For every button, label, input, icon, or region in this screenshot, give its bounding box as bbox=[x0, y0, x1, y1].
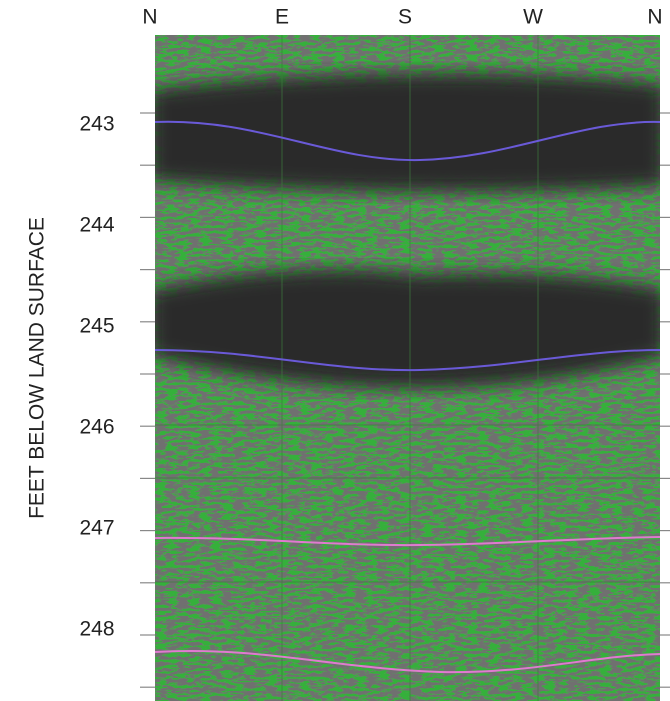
direction-label: W bbox=[523, 6, 543, 29]
depth-label: 243 bbox=[79, 113, 114, 136]
depth-ticks bbox=[140, 112, 670, 688]
axis-title: FEET BELOW LAND SURFACE bbox=[26, 217, 49, 519]
fracture-trace bbox=[155, 120, 660, 162]
fracture-trace bbox=[155, 536, 660, 547]
depth-label: 248 bbox=[79, 618, 114, 641]
depth-label: 244 bbox=[79, 214, 114, 237]
dark-band bbox=[155, 73, 660, 192]
depth-label: 246 bbox=[79, 416, 114, 439]
dark-band bbox=[155, 270, 660, 388]
direction-label: N bbox=[142, 6, 157, 29]
direction-label: N bbox=[647, 6, 662, 29]
depth-label: 245 bbox=[79, 315, 114, 338]
depth-label: 247 bbox=[79, 517, 114, 540]
direction-label: S bbox=[398, 6, 412, 29]
fracture-trace bbox=[155, 349, 660, 372]
direction-label: E bbox=[275, 6, 289, 29]
grid bbox=[155, 35, 660, 701]
image-log bbox=[155, 35, 660, 701]
fracture-trace bbox=[155, 649, 660, 674]
